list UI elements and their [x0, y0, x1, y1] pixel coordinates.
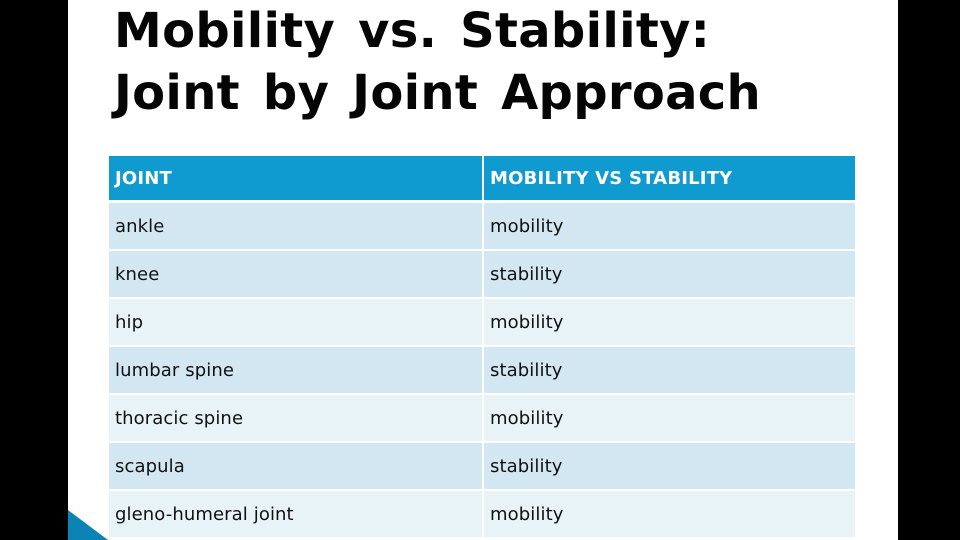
table-row: ankle mobility — [109, 203, 855, 251]
slide-title: Mobility vs. Stability: Joint by Joint A… — [114, 0, 874, 124]
joint-cell: hip — [109, 299, 482, 347]
title-line-1: Mobility vs. Stability: — [114, 3, 711, 59]
table-header-row: JOINT MOBILITY VS STABILITY — [109, 156, 855, 203]
joint-type-cell: mobility — [482, 299, 855, 347]
joint-type-cell: mobility — [482, 491, 855, 539]
table-row: lumbar spine stability — [109, 347, 855, 395]
joint-cell: ankle — [109, 203, 482, 251]
mobility-stability-column-header: MOBILITY VS STABILITY — [482, 156, 855, 203]
joint-type-cell: mobility — [482, 203, 855, 251]
table-row: gleno-humeral joint mobility — [109, 491, 855, 539]
joint-cell: lumbar spine — [109, 347, 482, 395]
joint-type-cell: stability — [482, 251, 855, 299]
joint-cell: knee — [109, 251, 482, 299]
slide-accent-shape — [68, 510, 108, 540]
presentation-slide: Mobility vs. Stability: Joint by Joint A… — [68, 0, 898, 540]
title-line-2: Joint by Joint Approach — [114, 65, 762, 121]
joint-type-cell: stability — [482, 443, 855, 491]
joint-type-cell: mobility — [482, 395, 855, 443]
joint-cell: gleno-humeral joint — [109, 491, 482, 539]
joint-type-cell: stability — [482, 347, 855, 395]
joint-table-container: JOINT MOBILITY VS STABILITY ankle mobili… — [109, 156, 855, 540]
table-row: hip mobility — [109, 299, 855, 347]
table-row: scapula stability — [109, 443, 855, 491]
table-row: knee stability — [109, 251, 855, 299]
joint-cell: scapula — [109, 443, 482, 491]
table-row: thoracic spine mobility — [109, 395, 855, 443]
joint-column-header: JOINT — [109, 156, 482, 203]
table-body: ankle mobility knee stability hip mobili… — [109, 203, 855, 539]
table-header: JOINT MOBILITY VS STABILITY — [109, 156, 855, 203]
joint-stability-table: JOINT MOBILITY VS STABILITY ankle mobili… — [109, 156, 855, 539]
joint-cell: thoracic spine — [109, 395, 482, 443]
